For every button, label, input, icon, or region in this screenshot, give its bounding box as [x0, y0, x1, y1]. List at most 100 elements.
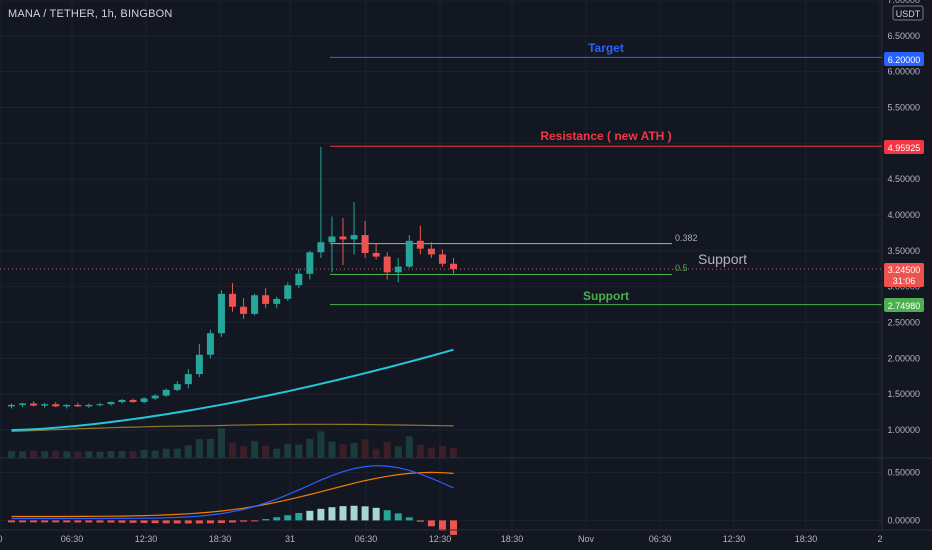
candle-body: [262, 295, 270, 304]
price-tick-label: 6.00000: [887, 67, 920, 77]
candle: [427, 242, 435, 258]
volume-bar: [372, 448, 380, 458]
candle: [162, 388, 170, 398]
candle: [8, 403, 15, 409]
currency-badge[interactable]: USDT: [892, 5, 924, 21]
candles: [8, 146, 457, 409]
histogram-bar: [306, 510, 314, 521]
time-tick-label: 18:30: [209, 534, 232, 544]
fib-5-label: 0.5: [675, 263, 688, 273]
price-tick-label: 1.50000: [887, 389, 920, 399]
price-tick-label: 6.50000: [887, 31, 920, 41]
volume-bar: [350, 442, 358, 458]
time-tick-label: 06:30: [61, 534, 84, 544]
candle-body: [405, 240, 413, 267]
candle: [372, 243, 380, 260]
volume-bar: [416, 444, 424, 458]
candle: [229, 283, 236, 312]
price-tick-label: 5.50000: [887, 103, 920, 113]
volume-bar: [251, 441, 259, 458]
candle-body: [217, 293, 225, 334]
volume-bar: [162, 448, 170, 458]
histogram-bar: [30, 520, 38, 523]
volume-bar: [30, 450, 38, 458]
price-tick-label: 2.50000: [887, 318, 920, 328]
volume-bar: [52, 450, 60, 458]
candle: [240, 298, 248, 319]
candle-body: [184, 374, 192, 385]
histogram-bar: [262, 519, 270, 521]
support-line-label: Support: [583, 289, 629, 303]
svg-text:3.24500: 3.24500: [888, 265, 921, 275]
candle: [206, 329, 214, 359]
histogram-bar: [74, 520, 82, 523]
candle: [262, 288, 270, 309]
histogram-bar: [129, 520, 137, 523]
histogram-bar: [295, 513, 303, 521]
candle: [405, 235, 413, 269]
indicator-tick-label: 0.00000: [887, 515, 920, 525]
time-tick-label: 18:30: [795, 534, 818, 544]
candle-body: [107, 402, 115, 405]
histogram-bar: [184, 520, 192, 524]
histogram-bar: [317, 508, 325, 521]
candle: [96, 402, 104, 407]
candle-body: [52, 404, 60, 407]
volume-bar: [41, 451, 49, 458]
histogram-bar: [383, 510, 391, 521]
candle-body: [118, 399, 126, 403]
histogram-bar: [107, 520, 115, 523]
candle: [52, 402, 60, 408]
histogram-bar: [438, 520, 446, 531]
histogram-bar: [118, 520, 126, 523]
macd-line: [11, 465, 454, 520]
svg-text:4.95925: 4.95925: [888, 143, 921, 153]
candle-body: [284, 285, 292, 299]
support-price-badge: 2.74980: [884, 298, 924, 312]
histogram-bar: [251, 520, 259, 522]
candle-body: [195, 354, 203, 375]
candle: [129, 398, 137, 403]
price-tick-label: 7.00000: [887, 0, 920, 5]
candle: [350, 202, 358, 255]
candle-body: [251, 295, 259, 314]
candle: [151, 394, 159, 400]
time-tick-label: 31: [285, 534, 295, 544]
volume-ma-line: [11, 423, 454, 432]
candle-body: [74, 404, 82, 407]
candle: [383, 252, 391, 280]
time-tick-label: 06:30: [355, 534, 378, 544]
symbol-title[interactable]: MANA / TETHER, 1h, BINGBON: [8, 8, 173, 20]
candle-body: [416, 240, 424, 249]
histogram-bar: [206, 520, 214, 524]
candle-body: [328, 236, 336, 243]
candle: [450, 258, 457, 274]
histogram-bar: [52, 520, 60, 523]
volume-bar: [240, 446, 248, 458]
volume-bar: [295, 444, 303, 458]
candle-body: [350, 235, 358, 240]
candle-body: [206, 333, 214, 355]
volume-bar: [96, 451, 104, 458]
histogram-bar: [85, 520, 93, 523]
candle: [41, 402, 49, 408]
histogram-bar: [240, 520, 248, 522]
candle-body: [63, 404, 71, 407]
volume-bar: [184, 445, 192, 458]
candle-body: [240, 306, 248, 314]
volume-bar: [405, 436, 413, 458]
time-tick-label: 2: [877, 534, 882, 544]
candle: [306, 250, 314, 280]
candle-body: [317, 242, 325, 253]
time-tick-label: 0: [0, 534, 3, 544]
candle-body: [19, 403, 27, 405]
volume-bar: [74, 451, 82, 458]
volume-bar: [129, 451, 137, 458]
histogram-bar: [41, 520, 49, 523]
time-tick-label: 06:30: [649, 534, 672, 544]
moving-averages: [11, 348, 454, 432]
candle: [63, 404, 71, 409]
candle: [438, 249, 446, 267]
candle-body: [361, 235, 369, 253]
